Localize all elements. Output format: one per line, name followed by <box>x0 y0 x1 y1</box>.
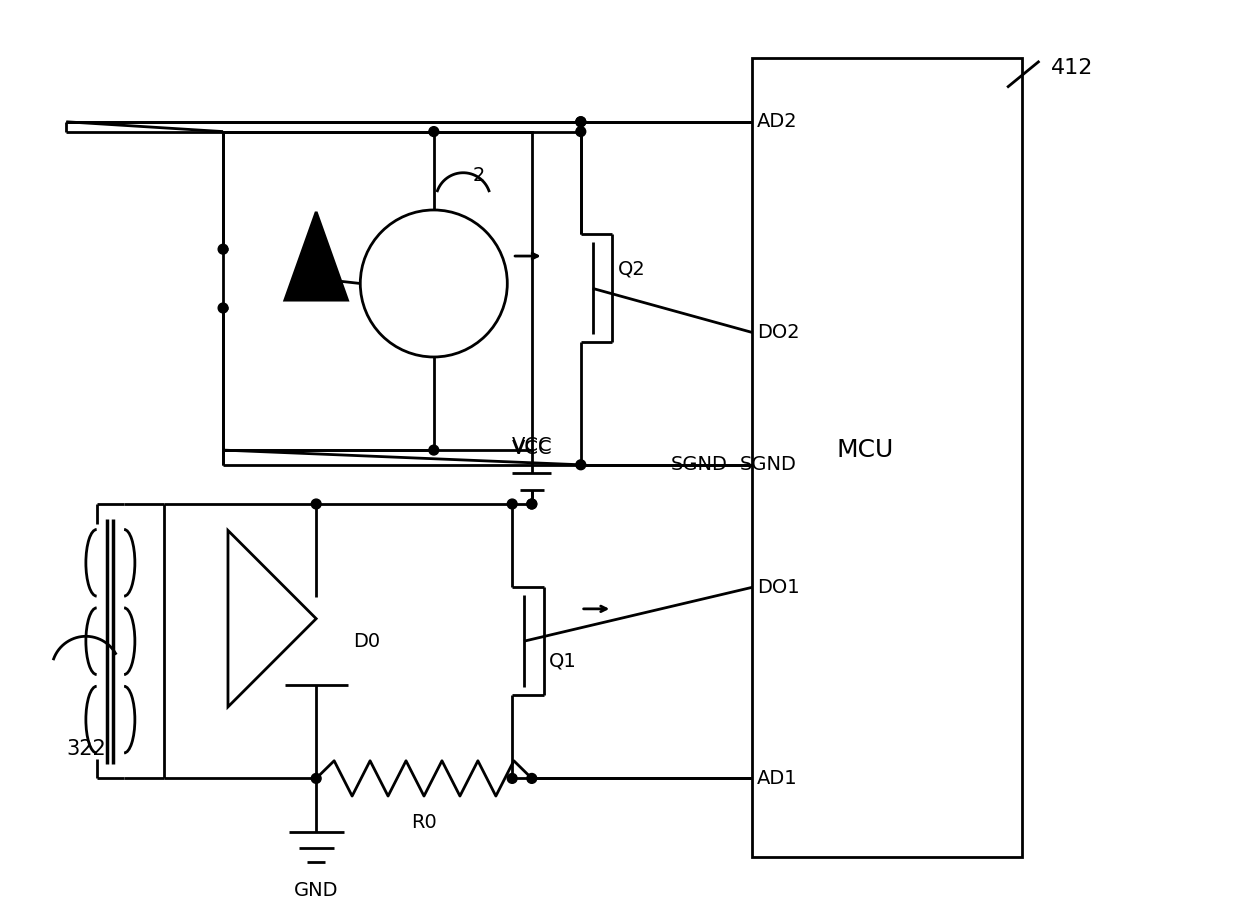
Text: GND: GND <box>294 882 339 901</box>
Circle shape <box>527 499 537 509</box>
Text: DO1: DO1 <box>758 578 800 597</box>
Bar <box>223 132 532 450</box>
Circle shape <box>429 127 439 136</box>
Text: VCC: VCC <box>511 436 552 455</box>
Circle shape <box>311 499 321 509</box>
Circle shape <box>507 774 517 784</box>
Text: 322: 322 <box>66 739 107 759</box>
Polygon shape <box>285 212 347 300</box>
Circle shape <box>575 117 585 127</box>
Text: R0: R0 <box>412 813 436 832</box>
Circle shape <box>429 445 439 455</box>
Circle shape <box>218 303 228 313</box>
Circle shape <box>507 499 517 509</box>
Bar <box>753 58 1022 857</box>
Text: AD2: AD2 <box>758 112 797 132</box>
Circle shape <box>218 244 228 254</box>
Text: D0: D0 <box>353 631 381 650</box>
Text: 412: 412 <box>1052 58 1094 78</box>
Circle shape <box>575 127 585 136</box>
Text: Q2: Q2 <box>618 259 646 278</box>
Text: 2: 2 <box>472 166 485 185</box>
Circle shape <box>575 460 585 470</box>
Text: SGND: SGND <box>739 455 796 474</box>
Text: SGND: SGND <box>671 455 728 474</box>
Circle shape <box>575 117 585 127</box>
Circle shape <box>527 774 537 784</box>
Text: MCU: MCU <box>837 438 894 462</box>
Text: AD1: AD1 <box>758 769 797 788</box>
Text: Q1: Q1 <box>548 651 577 670</box>
Text: DO2: DO2 <box>758 323 800 342</box>
Circle shape <box>527 499 537 509</box>
Text: VCC: VCC <box>511 439 552 458</box>
Circle shape <box>311 774 321 784</box>
